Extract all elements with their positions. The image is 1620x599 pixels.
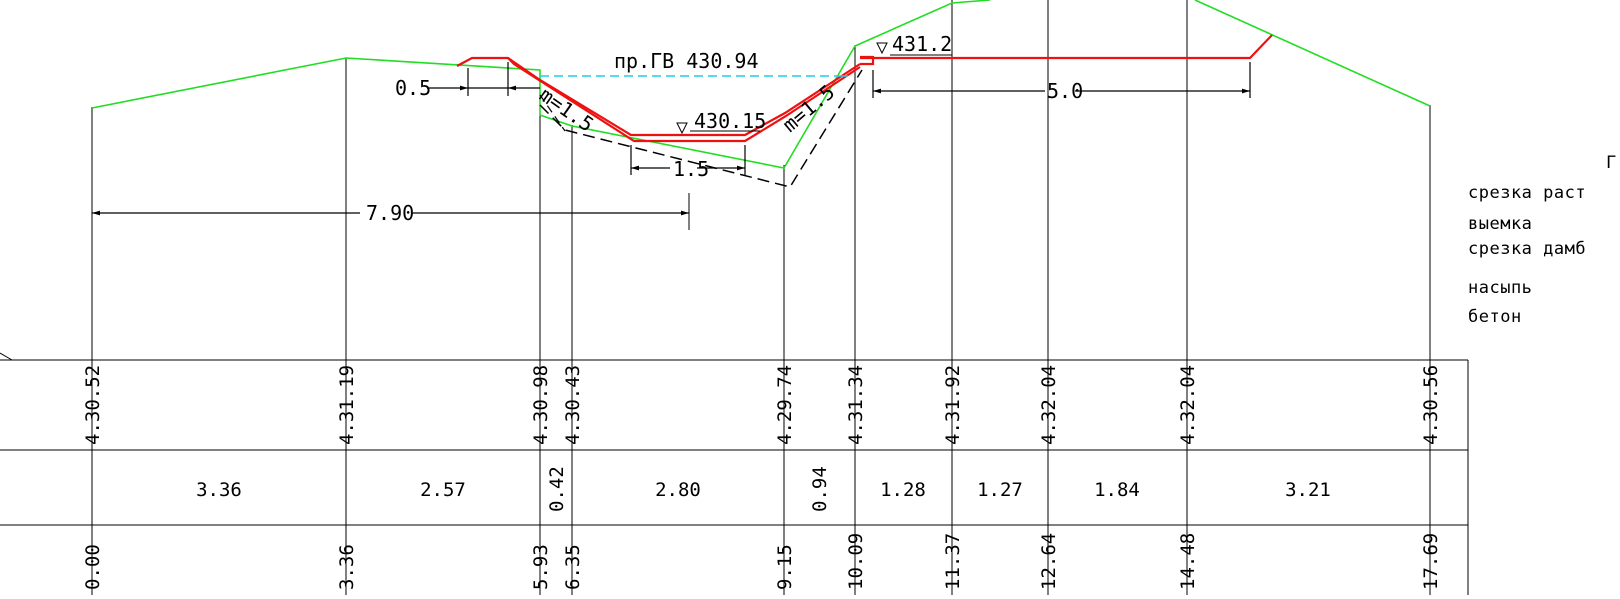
station-cell: 12.64 xyxy=(1038,533,1060,590)
station-cell: 0.00 xyxy=(82,544,104,590)
distance-cell: 2.57 xyxy=(420,479,466,501)
elevation-cell: 4.31.19 xyxy=(336,365,358,445)
elevation-cell: 4.31.92 xyxy=(942,365,964,445)
station-cell: 6.35 xyxy=(562,544,584,590)
excavation-dashed-line xyxy=(539,69,863,188)
distance-cell: 1.84 xyxy=(1094,479,1140,501)
design-section xyxy=(456,34,1273,143)
legend-item: срезка раст xyxy=(1468,183,1586,203)
station-cell: 9.15 xyxy=(774,544,796,590)
elevation-cell: 4.32.04 xyxy=(1038,365,1060,445)
station-cell: 5.93 xyxy=(530,544,552,590)
mark-top-label: 431.2 xyxy=(892,32,952,56)
dimension-lines xyxy=(92,62,1251,216)
dim-7-90-label: 7.90 xyxy=(366,201,414,225)
slope-right-label: m=1.5 xyxy=(778,80,840,137)
legend-item: выемка xyxy=(1468,214,1532,234)
legend-item: насыпь xyxy=(1468,278,1532,298)
water-level-label: пр.ГВ 430.94 xyxy=(614,49,759,73)
legend-item: срезка дамб xyxy=(1468,239,1586,259)
dim-0-5-label: 0.5 xyxy=(395,76,431,100)
station-cell: 11.37 xyxy=(942,533,964,590)
distance-cell: 1.28 xyxy=(880,479,926,501)
elevation-marker-icon xyxy=(876,42,888,55)
distance-row: 3.36 2.57 0.42 2.80 0.94 1.28 1.27 1.84 … xyxy=(196,466,1331,512)
station-cell: 3.36 xyxy=(336,544,358,590)
elevation-cell: 4.30.43 xyxy=(562,365,584,445)
mark-bottom-label: 430.15 xyxy=(694,109,766,133)
distance-cell: 0.94 xyxy=(809,466,831,512)
elevation-cell: 4.30.52 xyxy=(82,365,104,445)
ground-line-right xyxy=(1194,0,1431,107)
distance-cell: 3.36 xyxy=(196,479,242,501)
elevation-cell: 4.30.98 xyxy=(530,365,552,445)
station-cell: 10.09 xyxy=(845,533,867,590)
distance-cell: 0.42 xyxy=(546,466,568,512)
dim-5-0-label: 5.0 xyxy=(1047,79,1083,103)
station-cell: 14.48 xyxy=(1177,533,1199,590)
ground-line xyxy=(91,0,991,169)
distance-cell: 1.27 xyxy=(977,479,1023,501)
legend-title: Г xyxy=(1606,153,1617,173)
elevation-cell: 4.31.34 xyxy=(845,365,867,445)
legend-item: бетон xyxy=(1468,307,1522,327)
elevation-cell: 4.29.74 xyxy=(774,365,796,445)
elevation-cell: 4.32.04 xyxy=(1177,365,1199,445)
profile-table-grid xyxy=(0,352,1469,595)
elevation-marker-icon xyxy=(676,122,688,135)
elevation-cell: 4.30.56 xyxy=(1420,365,1442,445)
station-row: 0.00 3.36 5.93 6.35 9.15 10.09 11.37 12.… xyxy=(82,533,1442,590)
distance-cell: 3.21 xyxy=(1285,479,1331,501)
station-cell: 17.69 xyxy=(1420,533,1442,590)
station-lines xyxy=(91,0,1431,595)
elevation-row: 4.30.52 4.31.19 4.30.98 4.30.43 4.29.74 … xyxy=(82,365,1442,445)
dim-1-5-label: 1.5 xyxy=(673,157,709,181)
distance-cell: 2.80 xyxy=(655,479,701,501)
